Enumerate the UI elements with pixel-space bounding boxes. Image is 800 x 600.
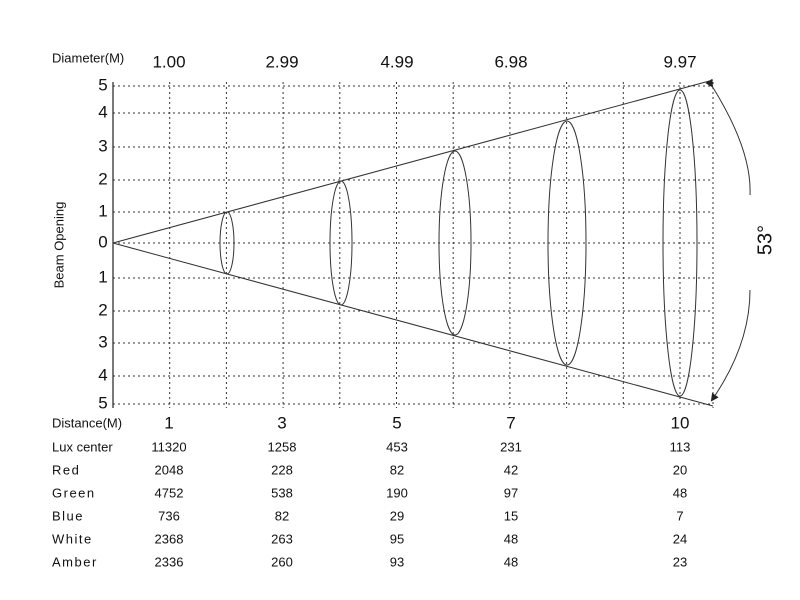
- beam-ellipse: [662, 89, 698, 397]
- row-label: Blue: [52, 508, 84, 523]
- diameter-value: 9.97: [663, 52, 696, 71]
- row-value: 538: [271, 485, 293, 500]
- beam-tick: 4: [98, 365, 107, 384]
- row-value: 2048: [155, 462, 184, 477]
- diameter-label: Diameter(M): [52, 50, 124, 65]
- row-value: 15: [504, 508, 518, 523]
- beam-ellipse: [438, 150, 472, 336]
- row-value: 29: [390, 508, 404, 523]
- row-value: 97: [504, 485, 518, 500]
- beam-tick: 3: [98, 136, 107, 155]
- beam-ellipses: [219, 89, 698, 397]
- row-value: 7: [676, 508, 683, 523]
- diameter-value: 4.99: [380, 52, 413, 71]
- row-label: Red: [52, 462, 80, 477]
- distance-value: 3: [277, 413, 286, 432]
- row-value: 736: [158, 508, 180, 523]
- diameter-value: 2.99: [265, 52, 298, 71]
- row-value: 20: [673, 462, 687, 477]
- row-value: 4752: [155, 485, 184, 500]
- beam-tick: 1: [98, 201, 107, 220]
- row-value: 48: [504, 531, 518, 546]
- distance-label: Distance(M): [52, 415, 122, 430]
- beam-angle: 53°: [754, 225, 776, 255]
- beam-ellipse: [219, 211, 235, 275]
- row-value: 24: [673, 531, 687, 546]
- row-value: 1258: [268, 439, 297, 454]
- angle-arc: [710, 289, 751, 402]
- beam-edge-bottom: [112, 242, 714, 407]
- distance-value: 5: [392, 413, 401, 432]
- grid: [113, 82, 714, 408]
- beam-label: Beam Opening: [51, 202, 66, 289]
- angle-arc: [705, 78, 751, 196]
- beam-tick: 2: [98, 169, 107, 188]
- distance-value: 7: [506, 413, 515, 432]
- beam-tick: 3: [98, 332, 107, 351]
- row-value: 453: [386, 439, 408, 454]
- beam-tick: 5: [98, 75, 107, 94]
- distance-value: 10: [671, 413, 690, 432]
- beam-ellipse: [329, 180, 353, 306]
- row-value: 23: [673, 554, 687, 569]
- beam-tick: 0: [98, 232, 107, 251]
- beam-tick: 5: [98, 393, 107, 412]
- distance-value: 1: [164, 413, 173, 432]
- row-value: 190: [386, 485, 408, 500]
- row-value: 263: [271, 531, 293, 546]
- row-value: 11320: [151, 439, 186, 454]
- row-value: 231: [500, 439, 522, 454]
- row-value: 95: [390, 531, 404, 546]
- row-value: 48: [504, 554, 518, 569]
- row-label: Amber: [52, 554, 98, 569]
- diameter-value: 1.00: [152, 52, 185, 71]
- row-value: 82: [275, 508, 289, 523]
- row-value: 82: [390, 462, 404, 477]
- beam-tick: 1: [98, 267, 107, 286]
- row-value: 260: [271, 554, 293, 569]
- row-value: 48: [673, 485, 687, 500]
- row-value: 93: [390, 554, 404, 569]
- row-label: Lux center: [52, 439, 113, 454]
- row-label: White: [52, 531, 93, 546]
- row-value: 42: [504, 462, 518, 477]
- row-value: 228: [271, 462, 293, 477]
- row-value: 2368: [155, 531, 184, 546]
- row-label: Green: [52, 485, 96, 500]
- beam-tick: 2: [98, 300, 107, 319]
- row-value: 113: [670, 439, 691, 454]
- diameter-value: 6.98: [494, 52, 527, 71]
- row-value: 2336: [155, 554, 184, 569]
- beam-ellipse: [547, 120, 587, 366]
- beam-edge-top: [112, 79, 714, 244]
- beam-tick: 4: [98, 102, 107, 121]
